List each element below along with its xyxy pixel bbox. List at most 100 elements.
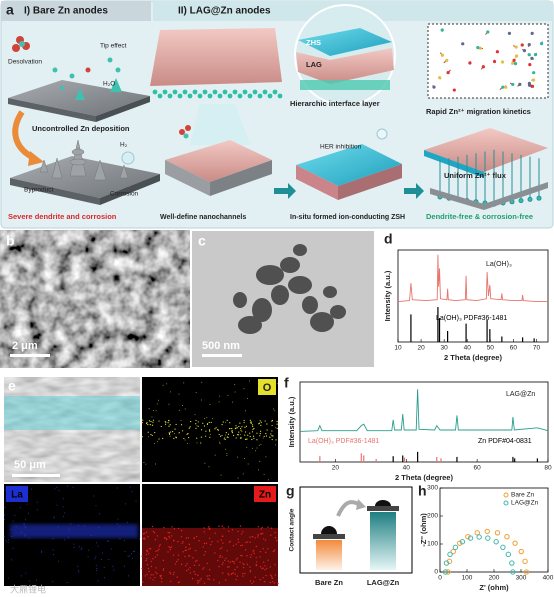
zn-dot [209,569,211,571]
zn-dot [262,561,265,563]
zn-dot [147,552,150,555]
o-dot [271,424,273,427]
ion [182,89,188,95]
atom [468,61,472,65]
la-dot [119,525,121,527]
la-dot [113,569,115,571]
la-dot [24,535,26,537]
la-dot [95,542,97,544]
zn-dot [246,555,248,557]
o-dot [214,454,216,456]
o-dot [158,438,160,440]
o-dot [219,435,222,437]
ion [247,93,253,99]
o-dot [169,435,171,437]
legend-label: Bare Zn [511,492,535,499]
zn-dot [253,549,255,552]
o-dot [157,441,159,443]
zn-slab [10,156,160,198]
annotation: Tip effect [100,43,127,50]
zn-dot [250,554,252,556]
o-dot [244,426,246,428]
o-dot [275,427,277,429]
y-axis-label: Intensity (a.u.) [287,396,296,447]
atom [504,85,508,89]
o-dot [225,448,227,450]
y-tick-label: 0 [434,569,438,576]
o-dot [269,436,271,438]
zn-dot [150,574,152,576]
la-dot [11,559,13,561]
zn-dot [222,535,224,537]
zn-dot [206,562,208,565]
o-dot [194,414,196,416]
o-dot [228,427,231,430]
zn-dot [188,555,190,557]
o-dot [143,462,145,464]
zn-dot [265,574,267,577]
data-point [504,534,510,540]
o-dot [245,425,248,427]
zn-dot [219,554,222,557]
o-dot [206,417,208,419]
o-dot [141,436,143,438]
o-dot [221,434,223,437]
zn-dot [271,577,273,579]
la-dot [132,557,134,559]
o-dot [259,435,261,437]
la-dot [64,539,66,541]
ion [222,89,228,95]
zn-dot [156,572,158,575]
la-dot [131,491,133,493]
zn-dot [262,547,264,550]
particles [233,244,346,334]
la-dot [70,523,72,525]
la-dot [58,560,60,562]
la-dot [80,548,82,550]
atom [527,81,531,86]
la-dot [127,575,129,577]
zn-dot [252,580,255,583]
zn-dot [185,549,187,551]
zn-dot [227,560,229,562]
bubble [121,151,135,165]
o-dot [238,431,240,433]
data-point [485,535,491,541]
zn-dot [232,572,235,574]
ion [183,133,189,139]
zn-dot [156,535,159,537]
zn-dot [242,566,245,569]
zn-dot [158,548,160,550]
o-dot [188,437,190,439]
o-dot [266,423,268,425]
zn-dot [191,577,194,580]
o-dot [166,383,168,385]
zn-dot [182,541,184,543]
la-dot [67,536,69,538]
zn-dot [263,538,265,540]
zn-dot [236,575,239,577]
la-dot [8,539,10,541]
o-dot [252,435,255,437]
zn-dot [249,566,251,568]
layer-label: ZHS [306,38,321,47]
o-dot [154,431,156,434]
zn-dot [208,528,211,530]
zn-dot [242,562,244,564]
zn-dot [142,537,144,540]
lag-slab [165,140,272,182]
o-dot [256,432,258,434]
droplet [375,500,391,506]
ion [212,89,218,95]
panel-label: d [384,231,393,247]
zn-dot [274,531,276,534]
zn-dot [235,543,237,545]
zn-dot [149,547,152,550]
atom [507,31,511,35]
o-dot [151,424,154,426]
la-dot [127,556,129,558]
o-dot [259,460,261,462]
la-dot [126,522,128,524]
la-dot [20,532,22,534]
zn-dot [203,531,206,533]
